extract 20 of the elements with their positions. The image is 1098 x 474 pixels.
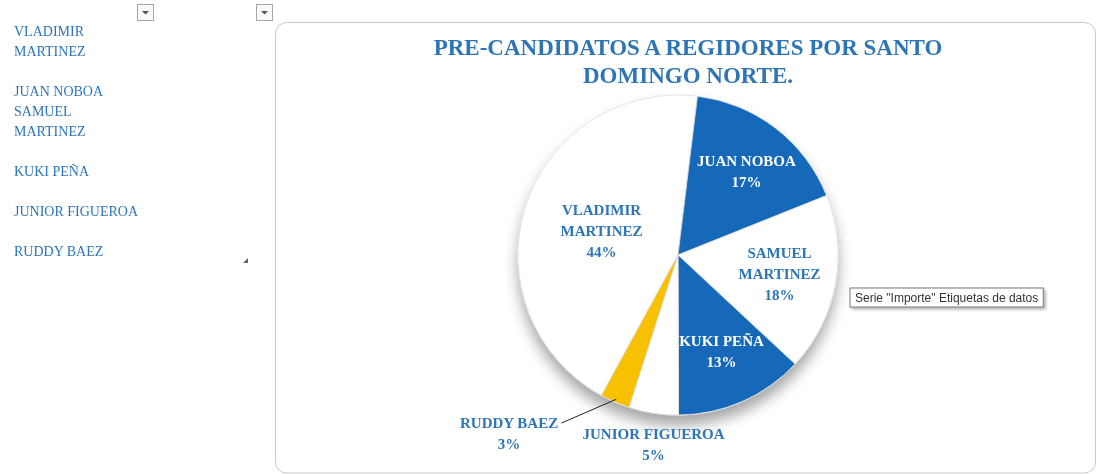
text: JUNIOR FIGUEROA (14, 203, 139, 221)
data-label: 3% (497, 436, 521, 453)
data-label: 5% (642, 447, 665, 464)
slice-label: RUDDY BAEZ (460, 415, 559, 432)
slice-label: VLADIMIR MARTINEZ (560, 201, 643, 239)
text: KUKI PEÑA (14, 163, 90, 181)
slice-label: JUNIOR FIGUEROA (582, 426, 725, 443)
data-label: 44% (586, 243, 617, 260)
text: JUAN NOBOA (14, 83, 104, 101)
text: Serie "Importe" Etiquetas de datos (855, 291, 1039, 305)
data-label: 18% (764, 287, 795, 304)
text: SAMUEL MARTINEZ (14, 103, 86, 141)
text: RUDDY BAEZ (14, 243, 104, 261)
text: VLADIMIR MARTINEZ (14, 23, 86, 61)
chart-title: PRE-CANDIDATOS A REGIDORES POR SANTO DOMINGO NORTE. (433, 35, 943, 88)
slice-label: KUKI PEÑA (679, 332, 764, 350)
slice-label: JUAN NOBOA (697, 152, 797, 169)
data-label: 17% (731, 173, 762, 190)
data-label: 13% (706, 354, 737, 371)
slice-label: SAMUEL MARTINEZ (738, 245, 821, 283)
